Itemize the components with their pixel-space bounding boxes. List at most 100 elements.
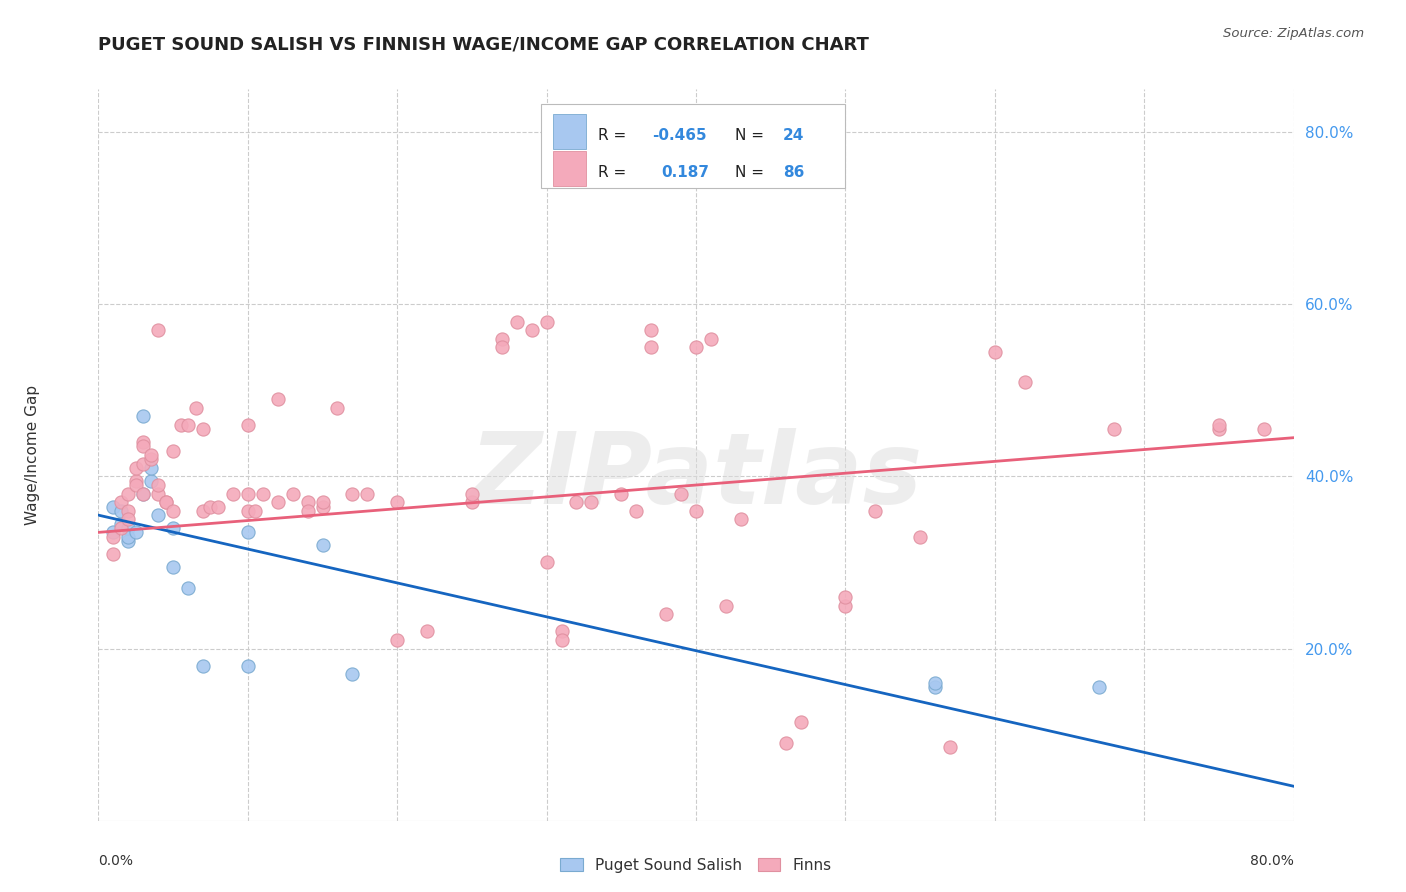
Point: [155, 495, 177, 509]
Point: [581, 495, 603, 509]
Point: [117, 504, 139, 518]
Point: [169, 417, 191, 432]
Point: [1208, 417, 1230, 432]
Point: [311, 538, 333, 552]
Point: [685, 340, 707, 354]
Point: [191, 658, 214, 673]
FancyBboxPatch shape: [553, 114, 586, 149]
Point: [103, 500, 125, 514]
Point: [184, 401, 207, 415]
Point: [117, 512, 139, 526]
Point: [356, 486, 378, 500]
Point: [139, 452, 162, 467]
Point: [110, 516, 132, 531]
Point: [1104, 422, 1126, 436]
Point: [1088, 680, 1111, 694]
Point: [834, 590, 856, 604]
Point: [461, 486, 484, 500]
Point: [117, 533, 139, 548]
Point: [236, 486, 259, 500]
Point: [125, 478, 148, 492]
Point: [550, 624, 572, 639]
Point: [984, 344, 1007, 359]
Text: 24: 24: [783, 128, 804, 144]
Point: [520, 323, 543, 337]
Point: [730, 512, 752, 526]
Point: [461, 495, 484, 509]
Point: [536, 556, 558, 570]
Point: [103, 525, 125, 540]
Point: [1208, 422, 1230, 436]
Point: [191, 504, 214, 518]
Point: [117, 530, 139, 544]
Point: [669, 486, 692, 500]
Point: [155, 495, 177, 509]
Point: [222, 486, 245, 500]
Point: [655, 607, 678, 621]
Point: [342, 667, 364, 681]
Point: [385, 495, 409, 509]
Text: N =: N =: [735, 128, 769, 144]
Point: [326, 401, 349, 415]
Point: [162, 559, 184, 574]
Text: 0.0%: 0.0%: [98, 854, 134, 868]
Point: [775, 736, 797, 750]
Point: [148, 486, 170, 500]
Point: [110, 495, 132, 509]
Point: [177, 417, 200, 432]
Point: [132, 486, 155, 500]
Point: [297, 504, 319, 518]
Legend: Puget Sound Salish, Finns: Puget Sound Salish, Finns: [554, 852, 838, 879]
Point: [865, 504, 887, 518]
Point: [267, 495, 290, 509]
Point: [148, 478, 170, 492]
FancyBboxPatch shape: [553, 151, 586, 186]
Point: [610, 486, 633, 500]
Point: [491, 332, 513, 346]
Point: [103, 530, 125, 544]
FancyBboxPatch shape: [540, 103, 845, 188]
Point: [132, 486, 155, 500]
Text: Wage/Income Gap: Wage/Income Gap: [25, 384, 41, 525]
Point: [385, 632, 409, 647]
Point: [139, 460, 162, 475]
Point: [236, 525, 259, 540]
Point: [117, 486, 139, 500]
Point: [745, 172, 768, 186]
Point: [110, 521, 132, 535]
Point: [1014, 375, 1036, 389]
Point: [491, 340, 513, 354]
Point: [236, 658, 259, 673]
Point: [139, 448, 162, 462]
Text: ZIPatlas: ZIPatlas: [470, 428, 922, 525]
Point: [103, 547, 125, 561]
Point: [132, 409, 155, 424]
Point: [191, 422, 214, 436]
Point: [834, 599, 856, 613]
Point: [311, 495, 333, 509]
Point: [685, 504, 707, 518]
Point: [536, 314, 558, 328]
Point: [132, 439, 155, 453]
Point: [700, 332, 723, 346]
Point: [245, 504, 267, 518]
Point: [125, 525, 148, 540]
Text: -0.465: -0.465: [652, 128, 706, 144]
Point: [267, 392, 290, 406]
Point: [506, 314, 529, 328]
Point: [177, 582, 200, 596]
Point: [550, 632, 572, 647]
Text: N =: N =: [735, 165, 769, 180]
Point: [1253, 422, 1275, 436]
Text: R =: R =: [598, 165, 636, 180]
Point: [200, 500, 222, 514]
Point: [236, 504, 259, 518]
Point: [565, 495, 588, 509]
Point: [207, 500, 229, 514]
Text: R =: R =: [598, 128, 631, 144]
Point: [626, 504, 648, 518]
Point: [148, 508, 170, 523]
Point: [939, 740, 962, 755]
Point: [125, 474, 148, 488]
Point: [236, 417, 259, 432]
